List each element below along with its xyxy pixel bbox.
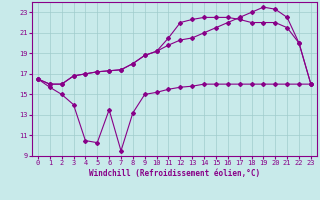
X-axis label: Windchill (Refroidissement éolien,°C): Windchill (Refroidissement éolien,°C) (89, 169, 260, 178)
